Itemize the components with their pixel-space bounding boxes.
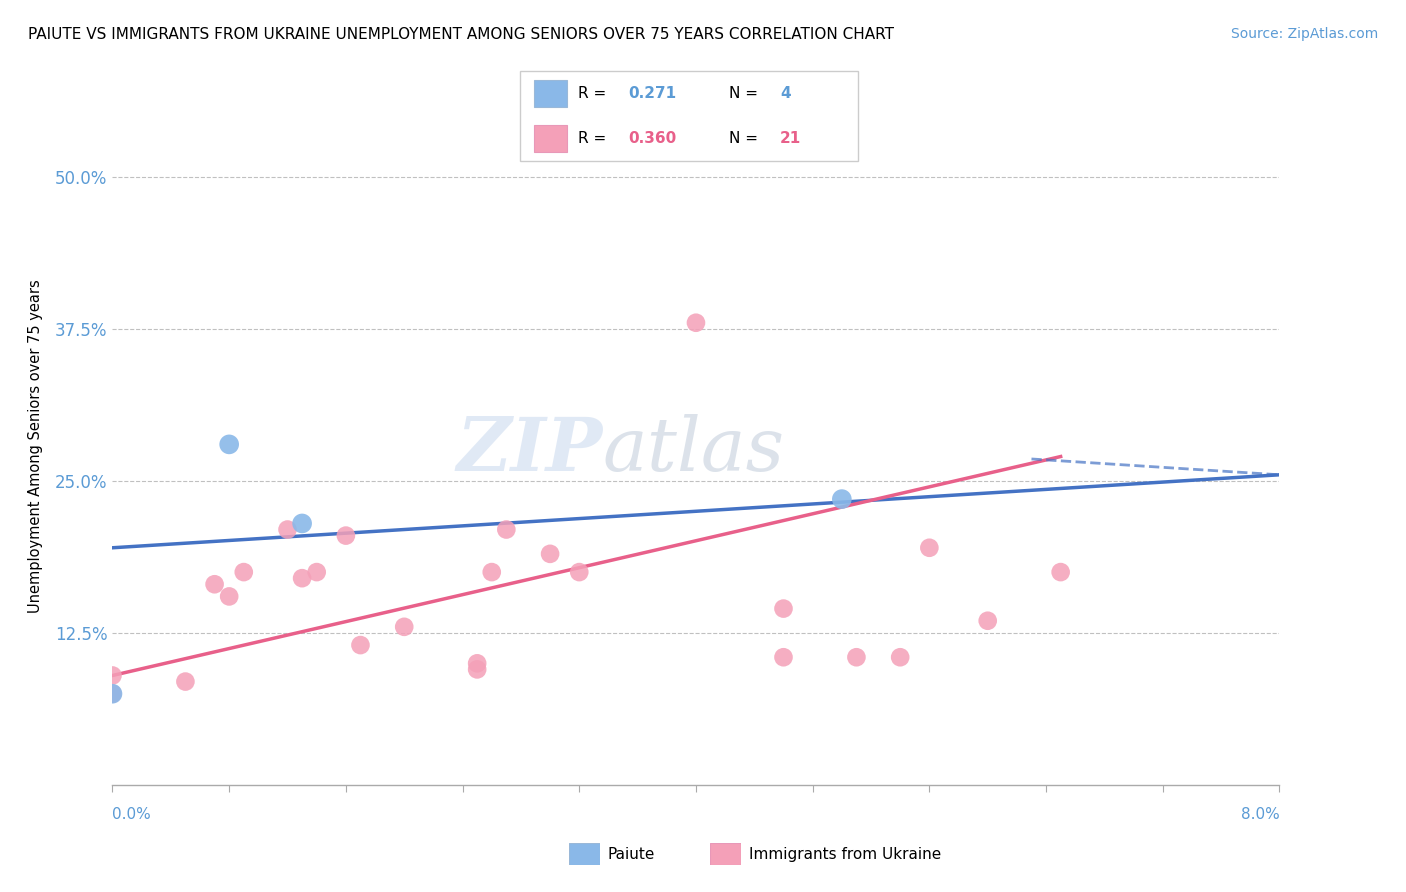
Point [845, 650, 868, 665]
Text: ZIP: ZIP [457, 414, 603, 487]
Point [291, 571, 314, 585]
Text: 0.360: 0.360 [628, 131, 676, 145]
Point [218, 437, 240, 451]
Point [568, 565, 591, 579]
FancyBboxPatch shape [520, 71, 858, 161]
Point [772, 650, 794, 665]
Text: 4: 4 [780, 87, 790, 101]
Point [101, 687, 124, 701]
Text: Paiute: Paiute [607, 847, 655, 862]
Point [1049, 565, 1071, 579]
Text: Immigrants from Ukraine: Immigrants from Ukraine [749, 847, 942, 862]
Text: PAIUTE VS IMMIGRANTS FROM UKRAINE UNEMPLOYMENT AMONG SENIORS OVER 75 YEARS CORRE: PAIUTE VS IMMIGRANTS FROM UKRAINE UNEMPL… [28, 27, 894, 42]
Point [305, 565, 328, 579]
Point [349, 638, 371, 652]
Point [101, 687, 124, 701]
Point [481, 565, 503, 579]
Point [772, 601, 794, 615]
Point [218, 590, 240, 604]
Text: atlas: atlas [603, 414, 785, 487]
Text: 21: 21 [780, 131, 801, 145]
Point [465, 657, 488, 671]
Point [291, 516, 314, 531]
Text: N =: N = [730, 131, 758, 145]
Point [204, 577, 226, 591]
Point [889, 650, 911, 665]
Bar [534, 80, 568, 107]
Point [831, 492, 853, 507]
Text: 8.0%: 8.0% [1240, 807, 1279, 822]
Point [685, 316, 707, 330]
Point [465, 662, 488, 676]
Text: Unemployment Among Seniors over 75 years: Unemployment Among Seniors over 75 years [28, 279, 42, 613]
Bar [534, 125, 568, 152]
Text: 0.0%: 0.0% [112, 807, 152, 822]
Point [538, 547, 561, 561]
Point [392, 620, 416, 634]
Point [276, 523, 298, 537]
Point [918, 541, 941, 555]
Text: R =: R = [578, 131, 606, 145]
Text: Source: ZipAtlas.com: Source: ZipAtlas.com [1230, 27, 1378, 41]
Point [101, 668, 124, 682]
Text: 0.271: 0.271 [628, 87, 676, 101]
Text: R =: R = [578, 87, 606, 101]
Point [335, 528, 357, 542]
Text: N =: N = [730, 87, 758, 101]
Point [232, 565, 254, 579]
Point [174, 674, 197, 689]
Point [495, 523, 517, 537]
Point [976, 614, 998, 628]
